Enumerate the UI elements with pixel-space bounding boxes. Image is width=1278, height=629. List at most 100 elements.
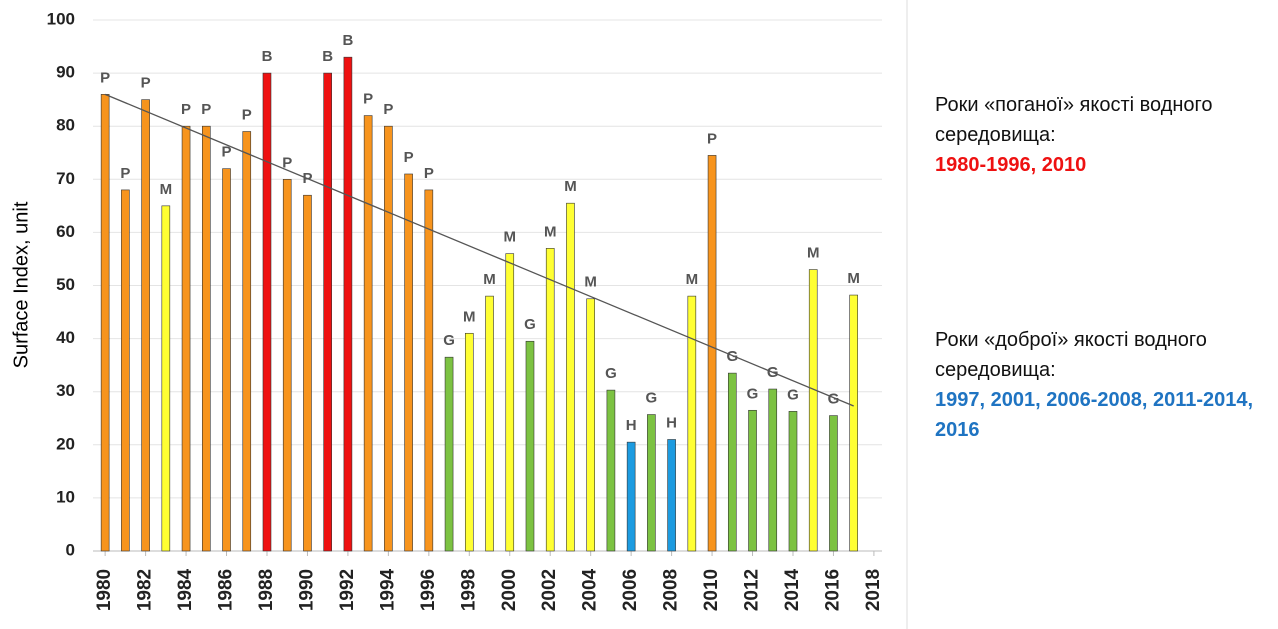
bar (748, 409, 757, 552)
bar (100, 94, 110, 552)
bar (727, 372, 737, 552)
bar (768, 388, 778, 552)
y-tick-label: 10 (56, 487, 75, 506)
bar (687, 295, 697, 552)
bar (808, 269, 818, 552)
bar (788, 411, 798, 552)
bar-label: P (141, 75, 151, 92)
y-tick-label: 90 (56, 63, 75, 82)
bar-label: M (504, 229, 517, 246)
bar-label: G (726, 348, 738, 365)
y-tick-label: 70 (56, 169, 75, 188)
annotation: Роки «поганої» якості водного середовища… (935, 90, 1275, 180)
bar-label: M (160, 181, 173, 198)
y-tick-label: 100 (47, 9, 75, 28)
bar (363, 115, 373, 552)
bar (667, 439, 676, 552)
x-tick-label: 1980 (94, 569, 115, 611)
x-tick-label: 2008 (661, 569, 682, 611)
annotation-text: Роки «поганої» якості водного середовища… (935, 94, 1213, 146)
x-tick-label: 2000 (499, 569, 520, 611)
y-tick-label: 80 (56, 116, 75, 135)
bar (464, 332, 474, 552)
bar (566, 202, 575, 552)
bar (282, 179, 292, 552)
bar (323, 72, 332, 552)
bar (161, 205, 171, 552)
bar-label: M (807, 245, 820, 262)
bar (849, 294, 858, 552)
bar-label: B (262, 48, 273, 65)
x-tick-label: 1988 (256, 569, 277, 611)
x-tick-label: 2004 (580, 568, 601, 611)
bar (707, 155, 717, 552)
bar (121, 189, 130, 552)
x-tick-label: 2010 (701, 569, 722, 611)
y-tick-label: 50 (56, 275, 75, 294)
bar-label: G (646, 390, 658, 407)
x-tick-label: 2016 (822, 569, 843, 611)
bar-label: G (828, 391, 840, 408)
trend-line (104, 93, 854, 407)
bar-label: B (322, 48, 333, 65)
bar-label: G (747, 385, 759, 402)
y-tick-label: 20 (56, 434, 75, 453)
x-tick-label: 2002 (539, 569, 560, 611)
x-tick-label: 1992 (337, 569, 358, 611)
bar (829, 415, 838, 552)
x-tick-label: 1996 (418, 569, 439, 611)
x-tick-label: 2012 (742, 569, 763, 611)
bar (343, 56, 353, 552)
bar-label: M (584, 274, 597, 291)
bar-label: G (524, 316, 536, 333)
bar (384, 125, 393, 552)
x-tick-label: 1984 (175, 568, 196, 611)
bar-label: M (463, 308, 476, 325)
y-tick-label: 30 (56, 381, 75, 400)
bar (586, 298, 595, 552)
bar-label: P (707, 130, 717, 147)
y-tick-label: 60 (56, 222, 75, 241)
bar-label: G (605, 365, 617, 382)
bar-label: P (181, 101, 191, 118)
bar-label: G (787, 386, 799, 403)
bar (545, 248, 555, 552)
bar-label: P (404, 149, 414, 166)
y-axis-label: Surface Index, unit (10, 201, 32, 368)
bar-label: H (626, 417, 637, 434)
annotation-years: 1997, 2001, 2006-2008, 2011-2014, 2016 (935, 389, 1254, 441)
x-tick-label: 1986 (216, 569, 237, 611)
y-tick-label: 0 (66, 540, 75, 559)
annotation: Роки «доброї» якості водного середовища:… (935, 325, 1275, 445)
bar (505, 253, 515, 552)
bar-label: P (222, 144, 232, 161)
annotation-years: 1980-1996, 2010 (935, 154, 1087, 176)
bar (485, 295, 494, 552)
bar (424, 189, 434, 552)
bar (242, 131, 252, 552)
bar (606, 389, 616, 552)
bar-label: P (201, 101, 211, 118)
bar-label: M (564, 178, 577, 195)
bar-label: M (847, 270, 860, 287)
bar-label: M (483, 271, 496, 288)
bar-label: P (424, 165, 434, 182)
x-tick-label: 1998 (458, 569, 479, 611)
bar (141, 99, 150, 552)
bar-label: P (242, 106, 252, 123)
bar-label: M (544, 223, 557, 240)
bar (404, 173, 413, 552)
bar (303, 194, 312, 552)
bar-label: P (282, 154, 292, 171)
annotation-text: Роки «доброї» якості водного середовища: (935, 329, 1207, 381)
bar-label: P (383, 101, 393, 118)
bar (444, 356, 454, 552)
bar (201, 125, 211, 552)
bar-label: P (363, 91, 373, 108)
bar-label: M (686, 271, 699, 288)
bar (525, 340, 535, 552)
bar (262, 72, 272, 552)
bar-label: P (100, 69, 110, 86)
